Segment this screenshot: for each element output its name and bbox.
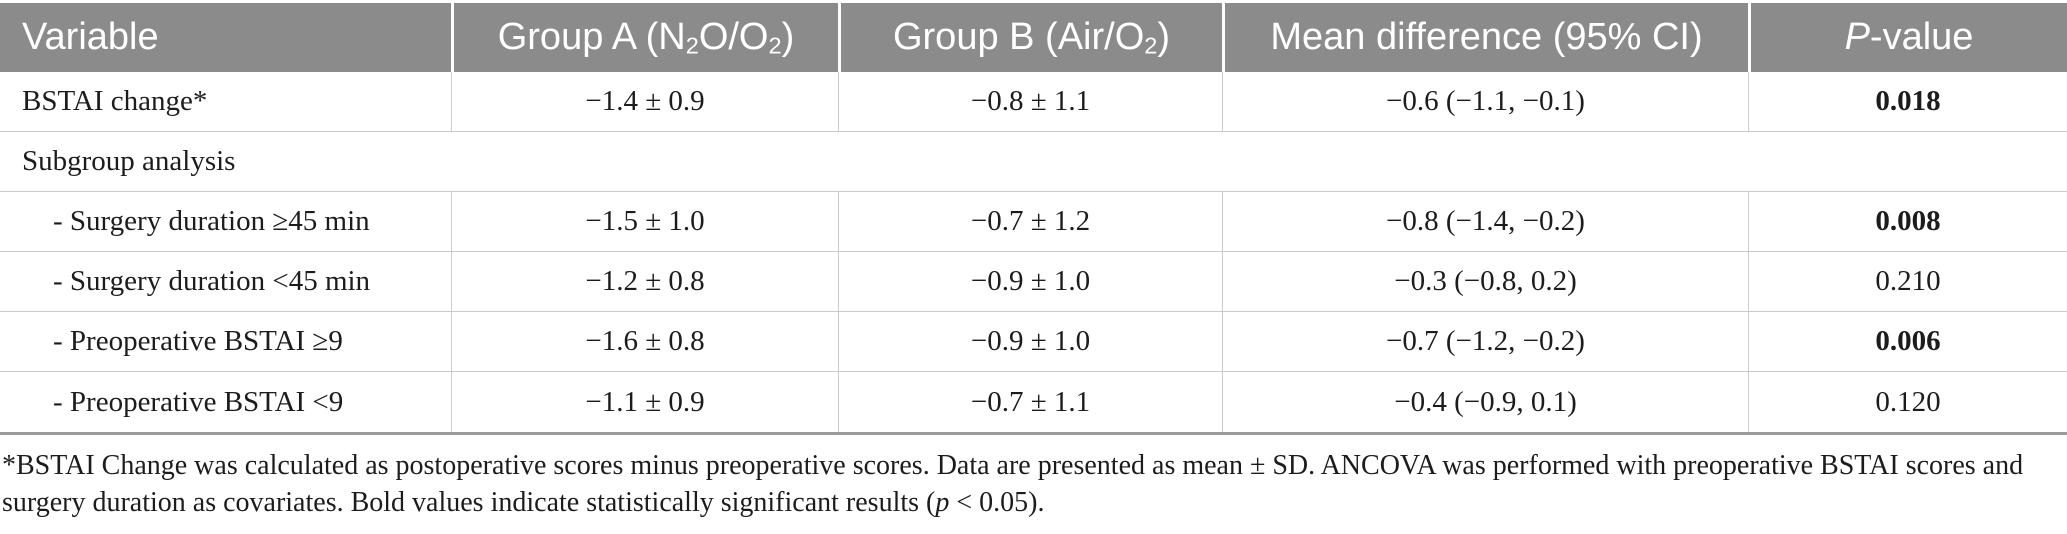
column-header-p-value: P-value	[1748, 3, 2067, 72]
subscript: 2	[768, 32, 782, 59]
column-header-mean-difference: Mean difference (95% CI)	[1222, 3, 1748, 72]
header-label: )	[781, 15, 795, 58]
cell-group-a: −1.6 ± 0.8	[451, 312, 838, 372]
section-row-subgroup-analysis: Subgroup analysis	[0, 132, 2067, 192]
cell-group-a: −1.4 ± 0.9	[451, 72, 838, 132]
cell-p-value: 0.006	[1748, 312, 2067, 372]
cell-section-label: Subgroup analysis	[0, 132, 2067, 192]
header-label: Group B (Air/O	[892, 15, 1145, 58]
cell-group-b: −0.7 ± 1.2	[838, 192, 1222, 252]
cell-mean-difference: −0.6 (−1.1, −0.1)	[1222, 72, 1748, 132]
subscript: 2	[685, 32, 699, 59]
cell-variable: - Surgery duration ≥45 min	[0, 192, 451, 252]
cell-variable: BSTAI change*	[0, 72, 451, 132]
cell-variable: - Preoperative BSTAI ≥9	[0, 312, 451, 372]
cell-variable: - Preoperative BSTAI <9	[53, 385, 344, 418]
cell-group-b: −0.8 ± 1.1	[838, 72, 1222, 132]
column-header-group-b: Group B (Air/O2)	[838, 3, 1222, 72]
cell-p-value: 0.008	[1748, 192, 2067, 252]
header-label: -value	[1869, 16, 1974, 58]
footnote-italic-p: p	[935, 487, 950, 518]
table-figure: Variable Group A (N2O/O2) Group B (Air/O…	[0, 3, 2067, 521]
cell-group-b: −0.7 ± 1.1	[838, 372, 1222, 432]
cell-mean-difference: −0.8 (−1.4, −0.2)	[1222, 192, 1748, 252]
data-row-surgery-duration-lt45: - Surgery duration <45 min −1.2 ± 0.8 −0…	[0, 252, 2067, 312]
footnote-text: < 0.05).	[949, 487, 1045, 518]
data-row-surgery-duration-ge45: - Surgery duration ≥45 min −1.5 ± 1.0 −0…	[0, 192, 2067, 252]
header-label: Group A (N	[497, 15, 686, 58]
table-footnote: *BSTAI Change was calculated as postoper…	[0, 447, 2067, 521]
cell-mean-difference: −0.7 (−1.2, −0.2)	[1222, 312, 1748, 372]
cell-p-value: 0.018	[1748, 72, 2067, 132]
cell-variable: - Surgery duration <45 min	[0, 252, 451, 312]
cell-p-value: 0.210	[1748, 252, 2067, 312]
column-header-group-a: Group A (N2O/O2)	[451, 3, 838, 72]
cell-group-a: −1.2 ± 0.8	[451, 252, 838, 312]
cell-group-b: −0.9 ± 1.0	[838, 252, 1222, 312]
header-label: O/O	[698, 15, 769, 58]
cell-mean-difference: −0.3 (−0.8, 0.2)	[1222, 252, 1748, 312]
cell-group-b: −0.9 ± 1.0	[838, 312, 1222, 372]
cell-group-a: −1.1 ± 0.9	[451, 372, 838, 432]
header-label: Mean difference (95% CI)	[1270, 16, 1703, 58]
results-table: Variable Group A (N2O/O2) Group B (Air/O…	[0, 3, 2067, 435]
subscript: 2	[1144, 32, 1158, 59]
cell-mean-difference: −0.4 (−0.9, 0.1)	[1222, 372, 1748, 432]
column-header-variable: Variable	[0, 3, 451, 72]
footnote-text: *BSTAI Change was calculated as postoper…	[2, 450, 2024, 518]
data-row-preop-bstai-ge9: - Preoperative BSTAI ≥9 −1.6 ± 0.8 −0.9 …	[0, 312, 2067, 372]
header-label: )	[1157, 15, 1171, 58]
data-row-preop-bstai-lt9: - Preoperative BSTAI <9 −1.1 ± 0.9 −0.7 …	[0, 372, 2067, 432]
cell-group-a: −1.5 ± 1.0	[451, 192, 838, 252]
header-row: Variable Group A (N2O/O2) Group B (Air/O…	[0, 3, 2067, 72]
header-label-italic-p: P	[1844, 16, 1870, 58]
header-label: Variable	[22, 16, 159, 58]
cell-p-value: 0.120	[1748, 372, 2067, 432]
data-row-bstai-change: BSTAI change* −1.4 ± 0.9 −0.8 ± 1.1 −0.6…	[0, 72, 2067, 132]
